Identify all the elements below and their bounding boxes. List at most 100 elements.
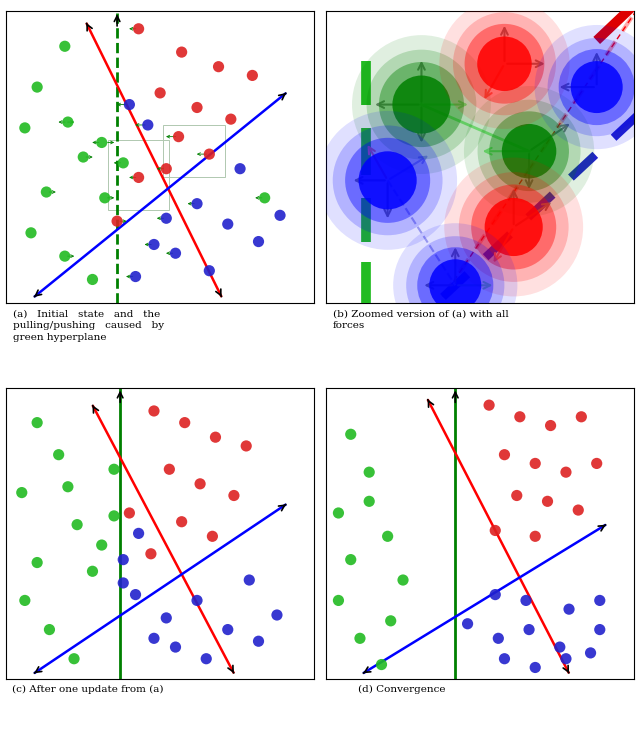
Point	[88, 566, 98, 578]
Point	[192, 102, 202, 114]
Point	[54, 449, 64, 461]
Point	[576, 411, 586, 423]
Point	[155, 87, 165, 99]
Point	[146, 547, 156, 559]
Point	[524, 623, 534, 636]
Point	[463, 617, 473, 630]
Point	[223, 218, 233, 230]
Point	[333, 594, 344, 606]
Point	[88, 273, 98, 285]
Point	[573, 504, 584, 516]
Point	[521, 594, 531, 606]
Point	[20, 594, 30, 606]
Point	[228, 489, 239, 501]
Point	[595, 594, 605, 606]
Point	[161, 163, 172, 175]
Point	[555, 641, 565, 653]
Text: (a)   Initial   state   and   the
pulling/pushing   caused   by
green hyperplane: (a) Initial state and the pulling/pushin…	[13, 309, 164, 342]
Point	[161, 612, 172, 624]
Point	[32, 416, 42, 428]
Point	[118, 577, 129, 589]
Bar	[108, 139, 170, 209]
Point	[530, 530, 540, 542]
Point	[164, 463, 175, 475]
Point	[131, 589, 141, 601]
Point	[112, 215, 122, 227]
Point	[207, 530, 218, 542]
Point	[260, 192, 270, 204]
Point	[509, 221, 519, 233]
Point	[118, 553, 129, 566]
Point	[253, 236, 264, 248]
Point	[143, 119, 153, 131]
Point	[149, 633, 159, 645]
Point	[586, 647, 596, 659]
Point	[595, 623, 605, 636]
Point	[192, 197, 202, 209]
Point	[383, 175, 393, 187]
Point	[60, 40, 70, 52]
Point	[346, 428, 356, 441]
Point	[109, 463, 119, 475]
Point	[499, 58, 509, 70]
Point	[17, 486, 27, 498]
Point	[78, 151, 88, 163]
Point	[364, 466, 374, 478]
Point	[235, 163, 245, 175]
Point	[561, 653, 571, 665]
Point	[524, 145, 534, 157]
Point	[60, 250, 70, 262]
Point	[20, 122, 30, 134]
Point	[211, 431, 221, 444]
Point	[490, 589, 500, 601]
Point	[383, 175, 393, 187]
Point	[383, 175, 393, 187]
Point	[484, 399, 494, 411]
Point	[376, 659, 387, 671]
Point	[41, 186, 51, 198]
Point	[97, 539, 107, 551]
Point	[417, 99, 427, 111]
Point	[499, 449, 509, 461]
Point	[509, 221, 519, 233]
Point	[149, 239, 159, 251]
Point	[124, 507, 134, 519]
Point	[275, 209, 285, 221]
Point	[591, 81, 602, 93]
Point	[450, 279, 460, 291]
Point	[177, 46, 187, 58]
Point	[63, 116, 73, 128]
Point	[515, 411, 525, 423]
Point	[417, 99, 427, 111]
Point	[180, 416, 190, 428]
Point	[530, 457, 540, 469]
Point	[109, 510, 119, 522]
Point	[509, 221, 519, 233]
Point	[134, 172, 144, 184]
Point	[524, 145, 534, 157]
Point	[511, 489, 522, 501]
Point	[100, 192, 110, 204]
Point	[383, 530, 393, 542]
Point	[499, 58, 509, 70]
Point	[450, 279, 460, 291]
Point	[272, 609, 282, 621]
Point	[591, 81, 602, 93]
Point	[346, 553, 356, 566]
Point	[72, 519, 82, 531]
Point	[244, 574, 255, 586]
Point	[417, 99, 427, 111]
Point	[177, 516, 187, 528]
Point	[131, 270, 141, 282]
Point	[32, 81, 42, 93]
Point	[97, 136, 107, 148]
Point	[161, 212, 172, 224]
Point	[204, 265, 214, 277]
Point	[118, 157, 129, 169]
Point	[195, 478, 205, 490]
Point	[530, 661, 540, 673]
Point	[44, 623, 54, 636]
Point	[545, 419, 556, 431]
Point	[499, 58, 509, 70]
Point	[63, 480, 73, 492]
